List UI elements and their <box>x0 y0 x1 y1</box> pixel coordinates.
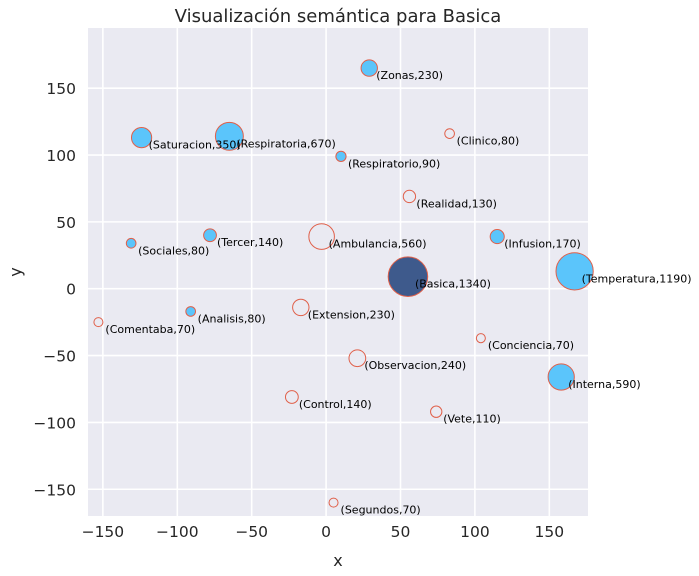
y-axis-ticks: −150 −100 −50 0 50 100 150 <box>33 80 76 499</box>
y-tick-label: −50 <box>43 348 76 366</box>
point-label-zonas: (Zonas,230) <box>376 69 443 82</box>
point-label-conciencia: (Conciencia,70) <box>488 339 574 352</box>
point-analisis <box>185 306 197 317</box>
y-tick-label: 0 <box>66 281 76 299</box>
point-label-clinico: (Clinico,80) <box>457 135 520 148</box>
point-respiratorio <box>335 150 347 162</box>
point-label-saturacion: (Saturacion,350) <box>149 139 241 152</box>
plot-area <box>88 28 588 516</box>
point-segundos <box>328 497 339 508</box>
point-label-ambulancia: (Ambulancia,560) <box>329 238 427 251</box>
x-tick-label: −100 <box>156 523 199 541</box>
point-observacion <box>348 349 367 368</box>
point-extension <box>292 298 310 317</box>
data-points <box>93 59 594 508</box>
point-conciencia <box>475 333 486 344</box>
y-axis-label: y <box>6 267 25 276</box>
point-label-vete: (Vete,110) <box>443 413 501 426</box>
point-clinico <box>444 128 455 139</box>
point-labels: (Zonas,230) (Saturacion,350)(Respiratoria… <box>105 69 691 517</box>
point-sociales <box>125 237 137 249</box>
point-interna <box>547 363 575 391</box>
point-label-interna: (Interna,590) <box>568 378 640 391</box>
point-label-temperatura: (Temperatura,1190) <box>582 272 692 285</box>
point-infusion <box>489 229 505 245</box>
point-label-realidad: (Realidad,130) <box>416 197 497 210</box>
point-control <box>284 390 299 404</box>
x-tick-label: −150 <box>82 523 125 541</box>
point-label-sociales: (Sociales,80) <box>138 244 209 257</box>
x-tick-label: 100 <box>460 523 490 541</box>
point-label-infusion: (Infusion,170) <box>504 238 581 251</box>
x-tick-label: 0 <box>321 523 331 541</box>
point-respiratoria <box>214 121 244 151</box>
point-label-control: (Control,140) <box>299 398 372 411</box>
chart-title: Visualización semántica para Basica <box>175 6 502 27</box>
point-vete <box>430 405 443 418</box>
x-tick-label: 150 <box>535 523 565 541</box>
point-label-observacion: (Observacion,240) <box>364 359 466 372</box>
point-temperatura <box>555 252 594 291</box>
y-tick-label: 100 <box>46 147 76 165</box>
x-tick-label: 50 <box>391 523 411 541</box>
y-tick-label: 50 <box>56 214 76 232</box>
point-basica <box>387 256 429 297</box>
point-zonas <box>360 59 378 77</box>
point-label-segundos: (Segundos,70) <box>341 504 421 517</box>
point-saturacion <box>130 127 153 149</box>
point-label-extension: (Extension,230) <box>308 308 395 321</box>
x-tick-label: −50 <box>235 523 268 541</box>
point-comentaba <box>93 317 104 328</box>
point-label-respiratoria: (Respiratoria,670) <box>236 137 335 150</box>
point-label-analisis: (Analisis,80) <box>198 312 266 325</box>
y-tick-label: −100 <box>33 414 76 432</box>
y-tick-label: −150 <box>33 481 76 499</box>
point-realidad <box>402 189 417 204</box>
point-label-tercer: (Tercer,140) <box>217 236 283 249</box>
point-ambulancia <box>308 223 335 250</box>
point-label-basica: (Basica,1340) <box>415 278 491 291</box>
point-label-comentaba: (Comentaba,70) <box>105 323 195 336</box>
x-axis-label: x <box>333 551 342 570</box>
point-tercer <box>203 228 217 243</box>
y-tick-label: 150 <box>46 80 76 98</box>
point-label-respiratorio: (Respiratorio,90) <box>348 157 440 170</box>
x-axis-ticks: −150 −100 −50 0 50 100 150 <box>82 523 565 541</box>
